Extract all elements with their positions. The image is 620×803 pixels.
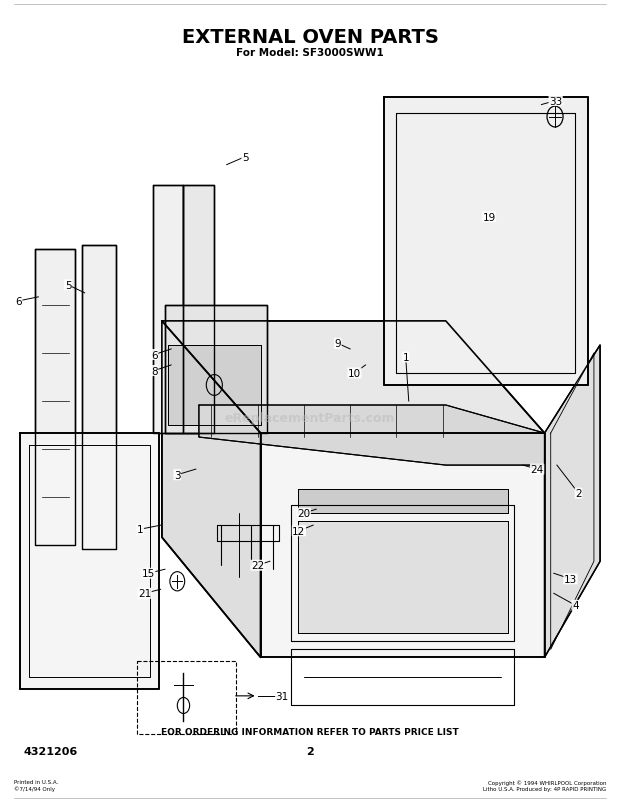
Text: 6: 6 (16, 296, 22, 307)
Text: 20: 20 (297, 508, 311, 519)
Text: 4: 4 (572, 601, 578, 610)
Text: 19: 19 (482, 213, 495, 222)
Text: eReplacementParts.com: eReplacementParts.com (224, 411, 396, 424)
Text: 6: 6 (151, 350, 157, 360)
Polygon shape (162, 321, 260, 658)
Polygon shape (35, 250, 76, 545)
Polygon shape (165, 305, 267, 434)
Text: 9: 9 (334, 339, 341, 349)
Text: 33: 33 (549, 96, 562, 107)
Text: 5: 5 (64, 280, 71, 291)
Text: 12: 12 (292, 526, 306, 536)
Text: 21: 21 (138, 589, 151, 598)
Text: For Model: SF3000SWW1: For Model: SF3000SWW1 (236, 48, 384, 59)
Text: 22: 22 (251, 560, 264, 571)
Text: 2: 2 (306, 746, 314, 756)
Polygon shape (260, 434, 544, 658)
Text: 4321206: 4321206 (24, 746, 78, 756)
Text: 1: 1 (402, 353, 409, 362)
Text: EXTERNAL OVEN PARTS: EXTERNAL OVEN PARTS (182, 28, 438, 47)
Polygon shape (544, 345, 600, 658)
Polygon shape (168, 345, 260, 426)
Polygon shape (199, 406, 544, 466)
Text: 5: 5 (242, 153, 249, 162)
Polygon shape (298, 490, 508, 514)
Polygon shape (184, 185, 215, 434)
Text: 2: 2 (575, 488, 582, 499)
Text: 3: 3 (174, 470, 180, 480)
Text: 1: 1 (137, 524, 144, 535)
Text: 24: 24 (531, 464, 544, 475)
Text: 13: 13 (564, 574, 577, 584)
Text: 10: 10 (348, 369, 361, 378)
Polygon shape (153, 185, 184, 434)
Text: 8: 8 (151, 366, 157, 376)
Text: 15: 15 (141, 569, 155, 578)
Polygon shape (298, 521, 508, 634)
Polygon shape (384, 97, 588, 385)
Text: Printed in U.S.A.
©7/14/94 Only: Printed in U.S.A. ©7/14/94 Only (14, 779, 58, 791)
Text: Copyright © 1994 WHIRLPOOL Corporation
Litho U.S.A. Produced by: 4P RAPID PRINTI: Copyright © 1994 WHIRLPOOL Corporation L… (483, 779, 606, 791)
Polygon shape (20, 434, 159, 690)
Polygon shape (82, 246, 115, 549)
Text: 31: 31 (276, 691, 289, 701)
Polygon shape (162, 321, 544, 434)
Text: FOR ORDERING INFORMATION REFER TO PARTS PRICE LIST: FOR ORDERING INFORMATION REFER TO PARTS … (161, 727, 459, 736)
